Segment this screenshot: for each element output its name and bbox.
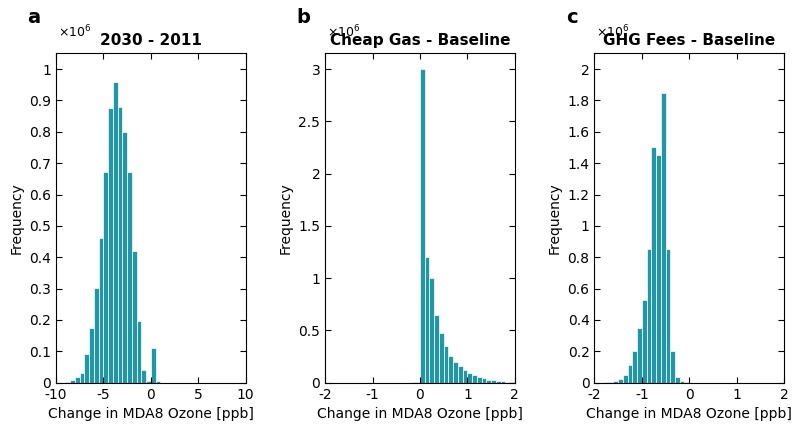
Bar [486,380,491,383]
X-axis label: Change in MDA8 Ozone [ppb]: Change in MDA8 Ozone [ppb] [317,407,523,421]
Bar [415,382,420,383]
Bar [510,382,514,383]
Bar [80,372,85,383]
Text: $\times\mathregular{10}^{\mathregular{6}}$: $\times\mathregular{10}^{\mathregular{6}… [596,24,630,40]
Bar [506,382,510,383]
Text: $\times\mathregular{10}^{\mathregular{6}}$: $\times\mathregular{10}^{\mathregular{6}… [58,24,91,40]
X-axis label: Change in MDA8 Ozone [ppb]: Change in MDA8 Ozone [ppb] [48,407,254,421]
Bar [137,320,142,383]
Bar [108,108,113,383]
X-axis label: Change in MDA8 Ozone [ppb]: Change in MDA8 Ozone [ppb] [586,407,792,421]
Y-axis label: Frequency: Frequency [278,182,293,254]
Text: a: a [27,8,41,27]
Bar [103,172,108,383]
Bar [618,379,623,383]
Bar [425,257,430,383]
Bar [491,380,496,383]
Bar [482,378,486,383]
Bar [146,381,150,383]
Bar [661,93,666,383]
Bar [477,377,482,383]
Bar [98,239,103,383]
Bar [142,369,146,383]
Bar [670,352,675,383]
Bar [656,155,661,383]
Bar [632,352,637,383]
Bar [458,367,462,383]
Bar [614,381,618,383]
Bar [113,81,118,383]
Bar [637,328,642,383]
Bar [666,249,670,383]
Bar [646,249,651,383]
Y-axis label: Frequency: Frequency [10,182,23,254]
Bar [122,132,127,383]
Title: GHG Fees - Baseline: GHG Fees - Baseline [603,33,775,48]
Bar [127,172,132,383]
Bar [623,375,627,383]
Title: 2030 - 2011: 2030 - 2011 [100,33,202,48]
Y-axis label: Frequency: Frequency [548,182,562,254]
Bar [118,107,122,383]
Bar [85,354,89,383]
Bar [675,377,680,383]
Bar [462,370,467,383]
Bar [444,346,449,383]
Bar [609,382,614,383]
Bar [70,380,75,383]
Bar [430,278,434,383]
Bar [467,373,472,383]
Bar [453,362,458,383]
Bar [434,315,439,383]
Bar [132,251,137,383]
Text: c: c [566,8,578,27]
Bar [75,377,80,383]
Bar [66,382,70,383]
Title: Cheap Gas - Baseline: Cheap Gas - Baseline [330,33,510,48]
Bar [680,381,685,383]
Text: $\times\mathregular{10}^{\mathregular{6}}$: $\times\mathregular{10}^{\mathregular{6}… [327,24,361,40]
Bar [501,381,506,383]
Bar [449,356,453,383]
Text: b: b [297,8,310,27]
Bar [642,299,646,383]
Bar [496,381,501,383]
Bar [439,332,444,383]
Bar [94,288,98,383]
Bar [150,348,155,383]
Bar [155,381,160,383]
Bar [420,69,425,383]
Bar [627,365,632,383]
Bar [472,375,477,383]
Bar [89,328,94,383]
Bar [651,147,656,383]
